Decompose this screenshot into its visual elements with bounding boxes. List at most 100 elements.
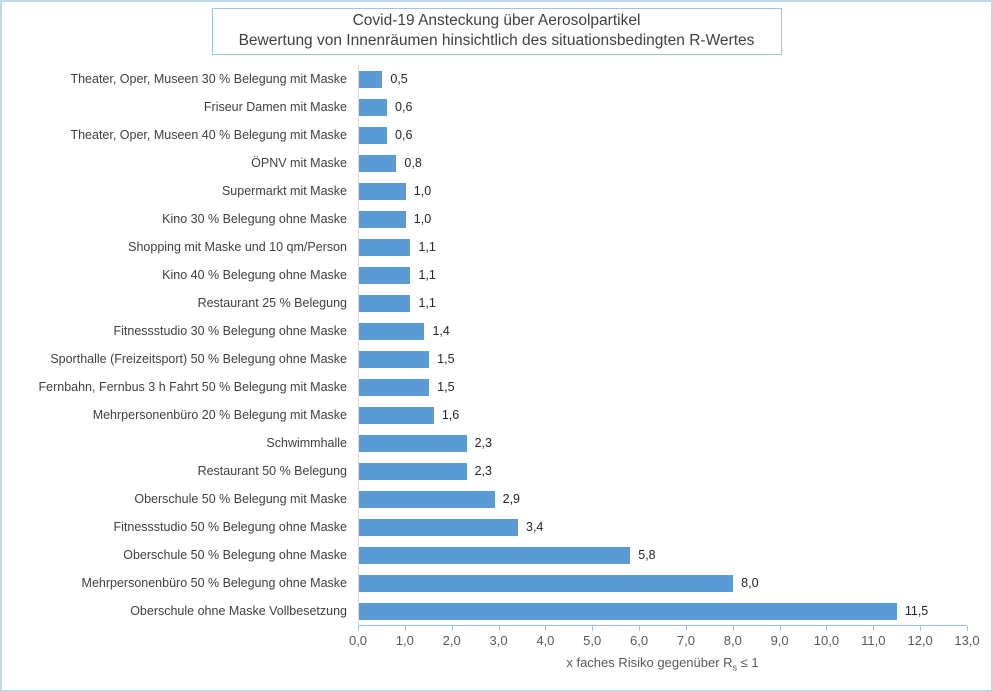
bar-track: 5,8 (358, 541, 967, 569)
value-label: 1,5 (437, 380, 455, 394)
chart-title-box: Covid-19 Ansteckung über Aerosolpartikel… (211, 8, 782, 55)
category-label: Restaurant 25 % Belegung (197, 296, 347, 310)
bar-row: Oberschule 50 % Belegung mit Maske 2,9 (2, 485, 991, 513)
value-label: 1,1 (418, 268, 436, 282)
bar-row: Kino 30 % Belegung ohne Maske 1,0 (2, 205, 991, 233)
bar-row: Oberschule 50 % Belegung ohne Maske 5,8 (2, 541, 991, 569)
bar-track: 1,4 (358, 317, 967, 345)
x-axis-title-prefix: x faches Risiko gegenüber R (566, 655, 733, 670)
category-label: Oberschule 50 % Belegung ohne Maske (123, 548, 347, 562)
x-axis-tick-mark (685, 626, 687, 631)
bar (359, 574, 734, 592)
bar-track: 1,5 (358, 373, 967, 401)
bar (359, 210, 406, 228)
x-axis-tick-label: 3,0 (489, 633, 508, 648)
x-axis-spacer (8, 625, 358, 653)
value-label: 0,5 (390, 72, 408, 86)
bar (359, 70, 383, 88)
value-label: 0,6 (395, 100, 413, 114)
x-axis-tick-mark (639, 626, 641, 631)
bar-row: Mehrpersonenbüro 20 % Belegung mit Maske… (2, 401, 991, 429)
bar-row: Restaurant 50 % Belegung 2,3 (2, 457, 991, 485)
x-axis-tick-label: 10,0 (813, 633, 840, 648)
bar-track: 2,9 (358, 485, 967, 513)
chart-title-line2: Bewertung von Innenräumen hinsichtlich d… (238, 32, 755, 49)
bar-rows: Theater, Oper, Museen 30 % Belegung mit … (2, 65, 991, 625)
bar-track: 2,3 (358, 429, 967, 457)
x-axis-tick-mark (404, 626, 406, 631)
x-axis-tick-label: 8,0 (723, 633, 742, 648)
bar-track: 1,0 (358, 205, 967, 233)
value-label: 1,0 (413, 184, 432, 198)
bar-row: Restaurant 25 % Belegung 1,1 (2, 289, 991, 317)
bar-track: 3,4 (358, 513, 967, 541)
category-label: Mehrpersonenbüro 50 % Belegung ohne Mask… (81, 576, 347, 590)
value-label: 8,0 (741, 576, 759, 590)
bar-track: 1,1 (358, 289, 967, 317)
bar-track: 1,5 (358, 345, 967, 373)
bar-row: Supermarkt mit Maske 1,0 (2, 177, 991, 205)
bar-row: Friseur Damen mit Maske 0,6 (2, 93, 991, 121)
bar-track: 11,5 (358, 597, 967, 625)
category-label: Friseur Damen mit Maske (203, 100, 347, 114)
x-axis-tick-label: 5,0 (583, 633, 602, 648)
bar (359, 546, 631, 564)
bar-track: 1,1 (358, 233, 967, 261)
bar (359, 154, 397, 172)
value-label: 2,9 (502, 492, 521, 506)
value-label: 1,0 (413, 212, 432, 226)
x-axis-tick-mark (826, 626, 828, 631)
x-axis-tick-mark (358, 626, 359, 631)
bar-track: 1,1 (358, 261, 967, 289)
x-axis-tick-label: 1,0 (395, 633, 414, 648)
x-axis-tick-label: 2,0 (442, 633, 461, 648)
x-axis-title: x faches Risiko gegenüber Rs ≤ 1 (358, 655, 967, 673)
bar-row: Kino 40 % Belegung ohne Maske 1,1 (2, 261, 991, 289)
bar (359, 602, 897, 620)
bar-row: Fernbahn, Fernbus 3 h Fahrt 50 % Belegun… (2, 373, 991, 401)
bar (359, 98, 388, 116)
bar-row: Oberschule ohne Maske Vollbesetzung 11,5 (2, 597, 991, 625)
x-axis-tick-mark (732, 626, 734, 631)
x-axis-tick-label: 7,0 (676, 633, 695, 648)
bar-track: 0,6 (358, 93, 967, 121)
category-label: Theater, Oper, Museen 40 % Belegung mit … (70, 128, 347, 142)
value-label: 2,3 (474, 464, 492, 478)
bar (359, 518, 518, 536)
bar-row: ÖPNV mit Maske 0,8 (2, 149, 991, 177)
value-label: 1,1 (418, 240, 436, 254)
x-axis-tick-mark (545, 626, 547, 631)
category-label: Mehrpersonenbüro 20 % Belegung mit Maske (92, 408, 347, 422)
bar-track: 2,3 (358, 457, 967, 485)
x-axis-tick-mark (779, 626, 781, 631)
category-label: Kino 30 % Belegung ohne Maske (162, 212, 347, 226)
value-label: 0,6 (395, 128, 413, 142)
bar-row: Fitnessstudio 50 % Belegung ohne Maske 3,… (2, 513, 991, 541)
bar-track: 0,5 (358, 65, 967, 93)
x-axis-tick-label: 0,0 (348, 633, 368, 648)
bar-track: 0,8 (358, 149, 967, 177)
category-label: Restaurant 50 % Belegung (197, 464, 347, 478)
category-label: Supermarkt mit Maske (221, 184, 347, 198)
value-label: 3,4 (526, 520, 544, 534)
bar-row: Sporthalle (Freizeitsport) 50 % Belegung… (2, 345, 991, 373)
bar-track: 1,6 (358, 401, 967, 429)
x-axis-tick-mark (592, 626, 594, 631)
x-axis-tick-label: 13,0 (954, 633, 980, 648)
chart-title-line1: Covid-19 Ansteckung über Aerosolpartikel (352, 12, 641, 29)
bar-track: 1,0 (358, 177, 967, 205)
category-label: Shopping mit Maske und 10 qm/Person (128, 240, 347, 254)
bar-row: Fitnessstudio 30 % Belegung ohne Maske 1,… (2, 317, 991, 345)
x-axis-tick-mark (920, 626, 922, 631)
x-axis-title-suffix: ≤ 1 (737, 655, 759, 670)
category-label: Oberschule ohne Maske Vollbesetzung (130, 604, 347, 618)
x-axis-title-row: x faches Risiko gegenüber Rs ≤ 1 (2, 655, 991, 673)
bar (359, 490, 495, 508)
bar (359, 266, 411, 284)
bar (359, 350, 430, 368)
bar (359, 322, 425, 340)
bar-row: Mehrpersonenbüro 50 % Belegung ohne Mask… (2, 569, 991, 597)
bar (359, 182, 406, 200)
value-label: 11,5 (904, 604, 929, 618)
x-axis-tick-mark (451, 626, 453, 631)
